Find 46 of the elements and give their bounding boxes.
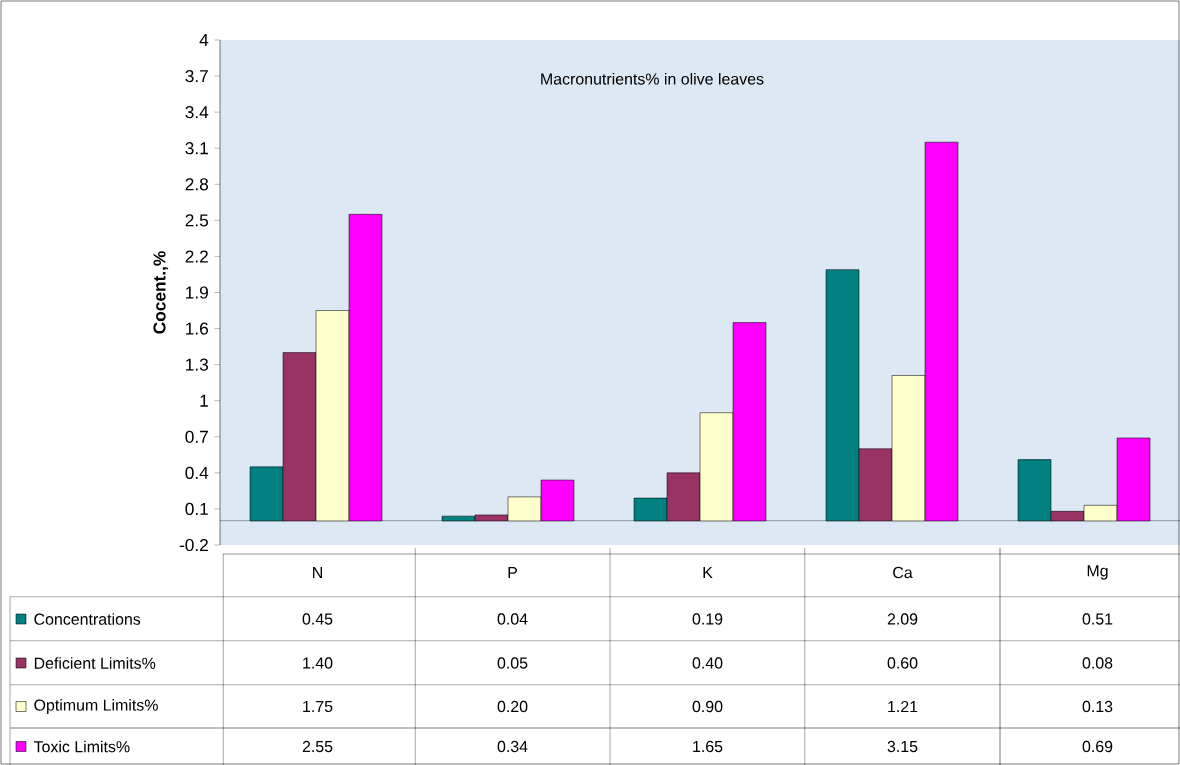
y-tick-label: 4	[199, 34, 209, 46]
data-label: 0.60	[887, 657, 918, 669]
legend-label: Toxic Limits%	[33, 740, 130, 753]
y-tick-label: 0.4	[185, 466, 209, 479]
x-tick-label: K	[703, 567, 713, 578]
data-label: 1.65	[693, 740, 723, 753]
data-label: 0.20	[497, 700, 528, 713]
data-label: 0.34	[497, 740, 528, 753]
legend-label: Concentrations	[34, 613, 141, 625]
data-label: 0.13	[1082, 700, 1113, 713]
legend-label: Optimum Limits%	[34, 699, 158, 714]
y-tick-label: 3.1	[185, 142, 208, 155]
legend-label: Deficient Limits%	[34, 657, 156, 669]
y-tick-label: 3.4	[185, 106, 209, 119]
y-tick-label: 1	[200, 394, 208, 407]
data-label: 0.45	[302, 613, 333, 625]
x-tick-label: P	[508, 567, 517, 578]
y-tick-label: 2.5	[185, 214, 209, 227]
data-label: 1.21	[888, 700, 918, 713]
data-label: 0.51	[1082, 613, 1113, 625]
data-label: 0.08	[1082, 657, 1113, 669]
data-label: 0.04	[497, 613, 528, 625]
data-label: 2.55	[302, 740, 333, 753]
data-label: 3.15	[887, 740, 918, 753]
data-label: 2.09	[887, 613, 918, 625]
x-tick-label: Ca	[893, 566, 913, 579]
y-tick-label: 2.2	[185, 250, 208, 263]
data-label: 0.40	[692, 657, 723, 669]
data-label: 0.05	[497, 657, 528, 669]
y-tick-label: 3.7	[185, 69, 208, 83]
x-tick-label: N	[313, 567, 322, 578]
y-tick-label: 1.6	[186, 322, 209, 335]
y-tick-label: 0.7	[185, 430, 208, 443]
y-tick-label: 2.8	[185, 178, 209, 191]
data-label: 1.40	[303, 657, 333, 669]
text: Macronutrients% in olive leaves	[541, 72, 764, 85]
data-label: 0.69	[1082, 740, 1113, 753]
data-label: 0.19	[692, 613, 723, 625]
data-label: 0.90	[692, 700, 723, 713]
y-tick-label: -0.2	[179, 538, 208, 552]
y-axis-title: Cocent.,%	[153, 251, 169, 334]
x-tick-label: Mg	[1087, 565, 1108, 580]
data-label: 1.75	[303, 700, 333, 713]
y-tick-label: 1.9	[186, 286, 208, 299]
y-tick-label: 0.1	[185, 502, 208, 516]
y-tick-label: 1.3	[186, 358, 209, 371]
